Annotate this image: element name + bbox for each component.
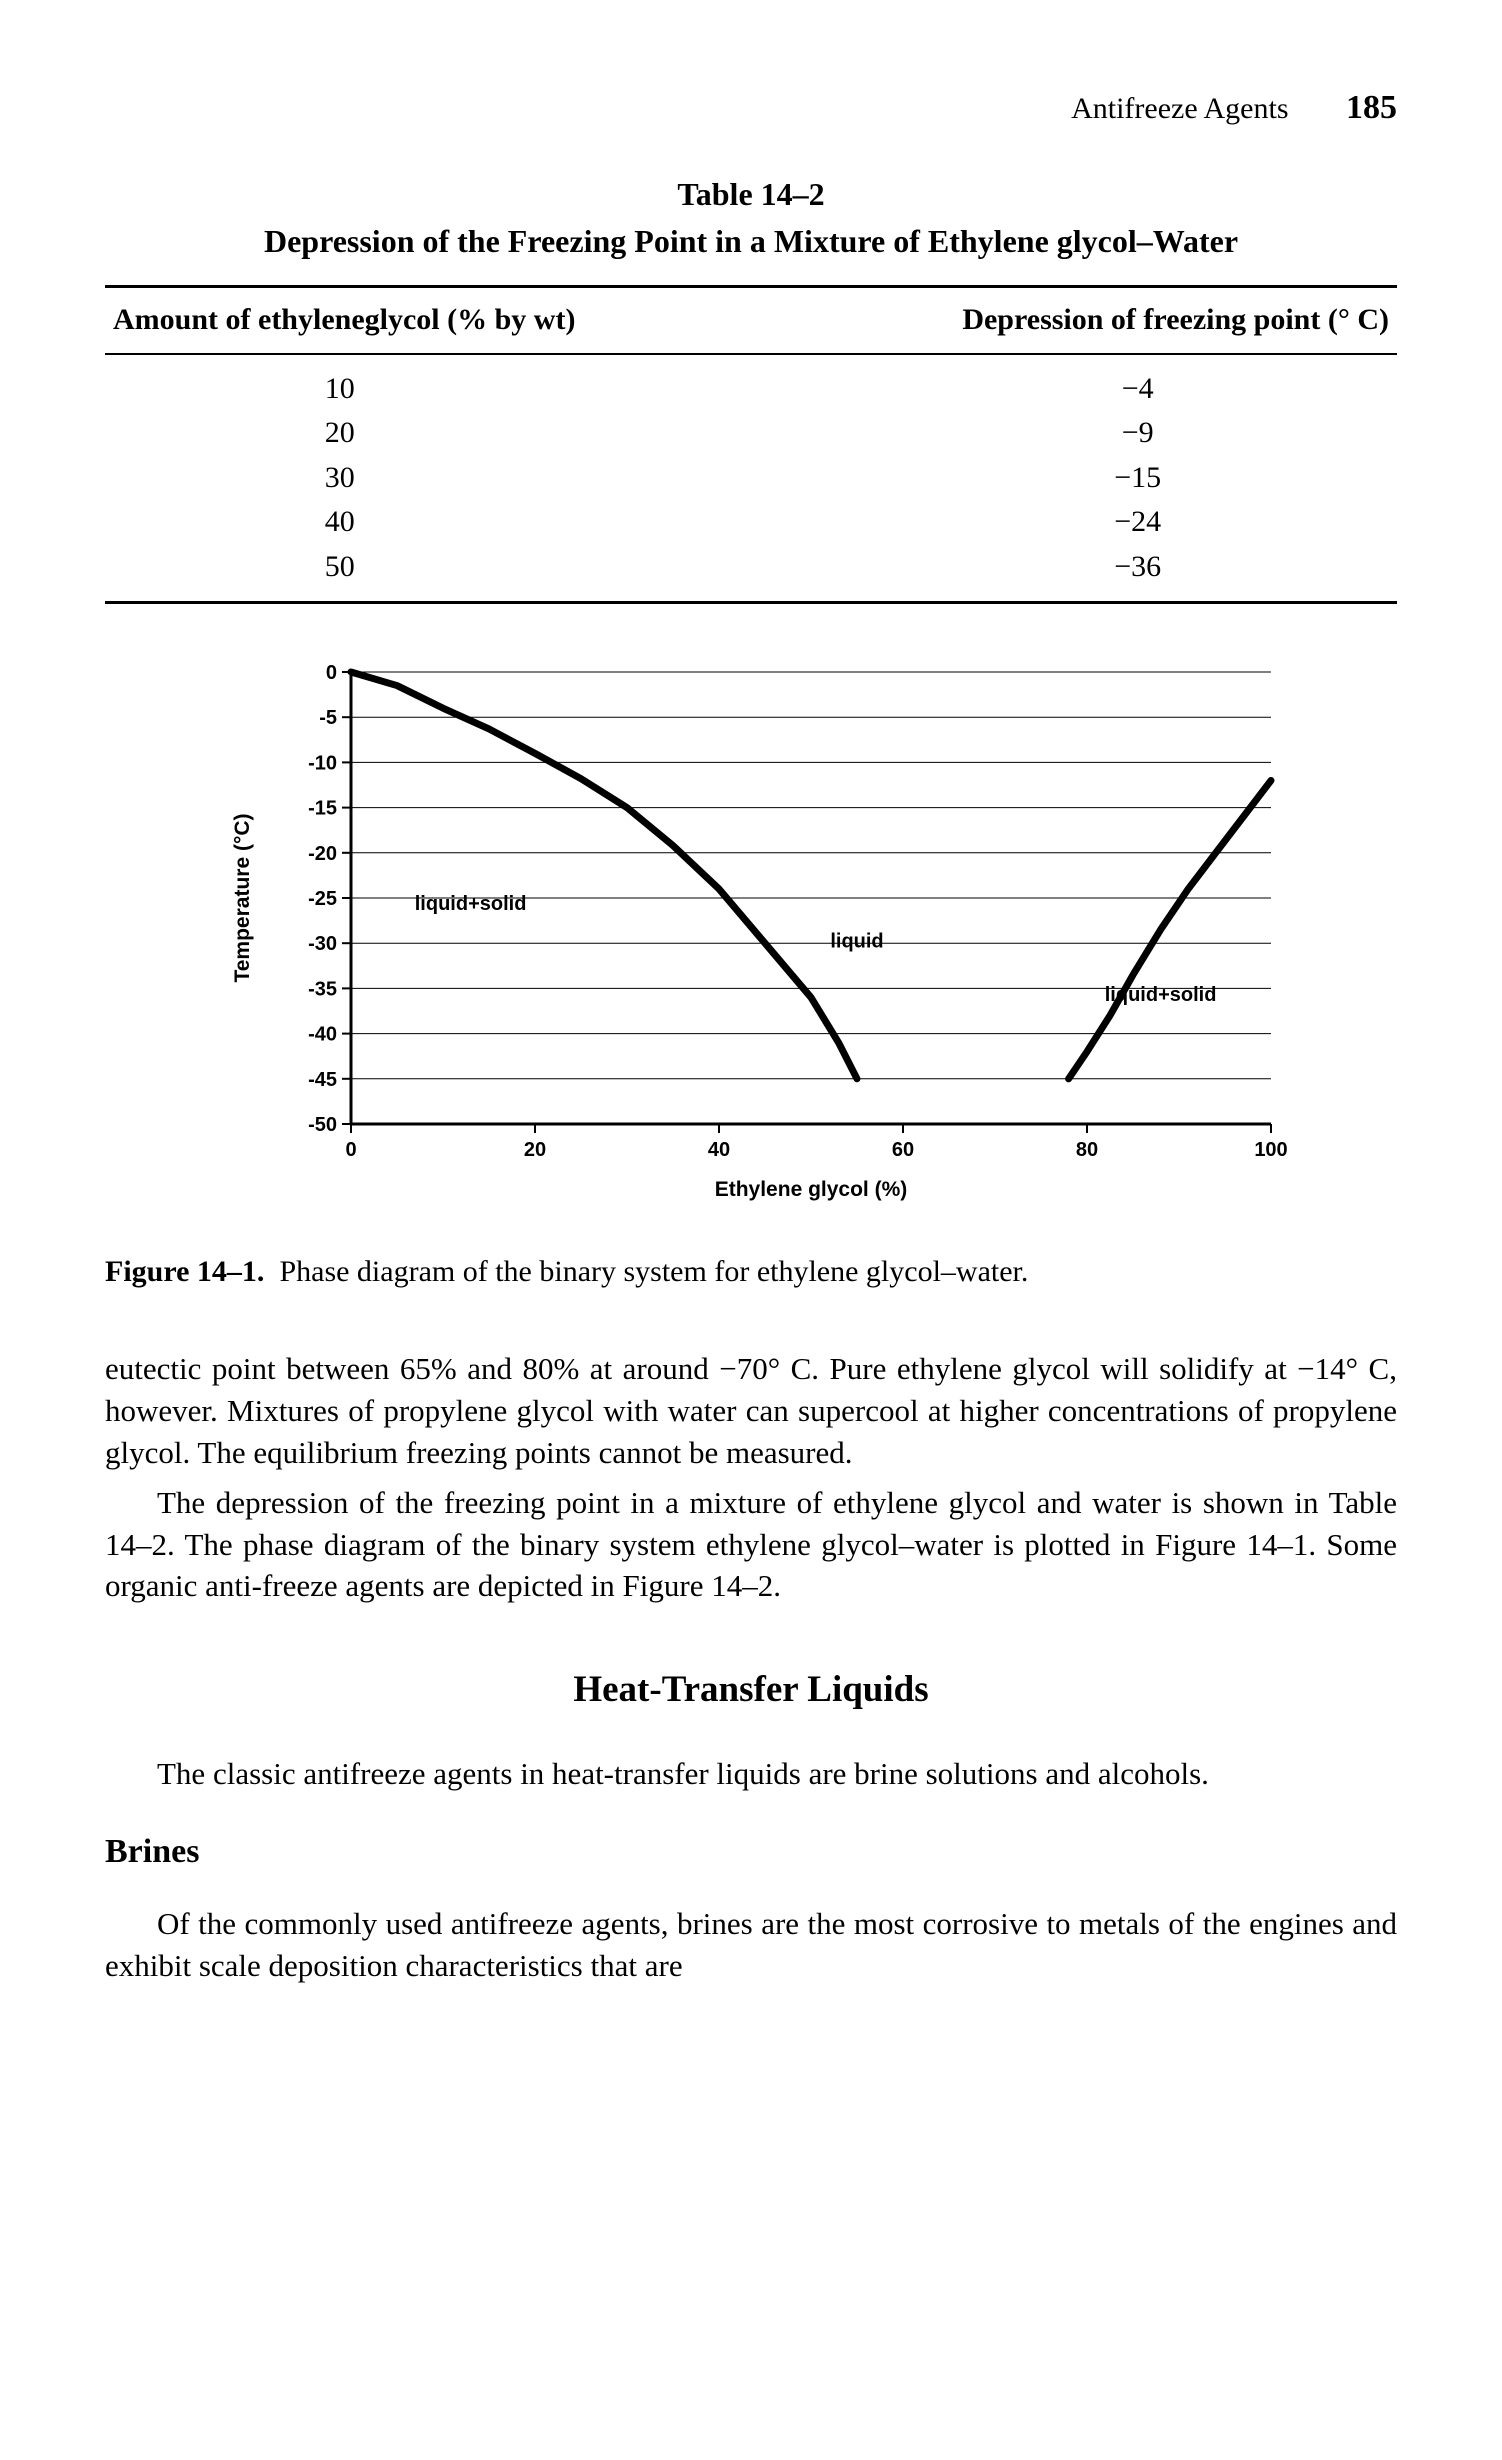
svg-text:-45: -45 [308,1069,337,1091]
svg-text:liquid+solid: liquid+solid [415,893,527,915]
svg-text:20: 20 [524,1139,546,1161]
paragraph-1: eutectic point between 65% and 80% at ar… [105,1348,1397,1474]
svg-text:-50: -50 [308,1114,337,1136]
freezing-point-table: Amount of ethyleneglycol (% by wt) Depre… [105,285,1397,604]
svg-text:100: 100 [1254,1139,1287,1161]
svg-text:0: 0 [326,662,337,684]
svg-text:-35: -35 [308,979,337,1001]
figure-label: Figure 14–1. [105,1255,264,1288]
svg-text:-15: -15 [308,798,337,820]
depression-cell: −36 [686,545,1397,603]
svg-text:-40: -40 [308,1024,337,1046]
svg-text:-5: -5 [319,707,337,729]
running-head: Antifreeze Agents 185 [105,85,1397,131]
svg-text:-30: -30 [308,933,337,955]
figure-caption: Figure 14–1. Phase diagram of the binary… [105,1252,1397,1293]
svg-text:0: 0 [345,1139,356,1161]
page-number: 185 [1346,89,1397,126]
table-title: Depression of the Freezing Point in a Mi… [105,220,1397,263]
paragraph-2: The depression of the freezing point in … [105,1482,1397,1608]
svg-text:40: 40 [708,1139,730,1161]
depression-cell: −4 [686,354,1397,412]
svg-text:-25: -25 [308,888,337,910]
table-row: 30 −15 [105,456,1397,501]
svg-text:Ethylene glycol (%): Ethylene glycol (%) [715,1178,908,1201]
section-paragraph-1: The classic antifreeze agents in heat-tr… [105,1753,1397,1795]
subsection-paragraph-1: Of the commonly used antifreeze agents, … [105,1903,1397,1987]
depression-cell: −24 [686,500,1397,545]
table-row: 20 −9 [105,411,1397,456]
amount-cell: 30 [105,456,686,501]
svg-text:-20: -20 [308,843,337,865]
svg-text:Temperature (°C): Temperature (°C) [231,814,254,983]
svg-text:liquid: liquid [830,931,883,953]
amount-cell: 20 [105,411,686,456]
depression-cell: −15 [686,456,1397,501]
section-heading: Heat-Transfer Liquids [105,1665,1397,1715]
svg-text:liquid+solid: liquid+solid [1105,984,1217,1006]
table-row: 10 −4 [105,354,1397,412]
amount-cell: 10 [105,354,686,412]
table-header-row: Amount of ethyleneglycol (% by wt) Depre… [105,287,1397,354]
chart-svg: 0 -5 -10 -15 -20 -25 -30 -35 -40 -45 -50 0 20 40 60 80 1… [211,654,1291,1214]
subsection-heading: Brines [105,1829,1397,1875]
phase-diagram-chart: 0 -5 -10 -15 -20 -25 -30 -35 -40 -45 -50 0 20 40 60 80 1… [211,654,1291,1226]
amount-cell: 40 [105,500,686,545]
svg-text:60: 60 [892,1139,914,1161]
table-row: 40 −24 [105,500,1397,545]
col2-header: Depression of freezing point (° C) [686,287,1397,354]
table-caption: Table 14–2 [105,173,1397,216]
svg-text:-10: -10 [308,753,337,775]
figure-caption-body: Phase diagram of the binary system for e… [279,1255,1028,1288]
depression-cell: −9 [686,411,1397,456]
running-title: Antifreeze Agents [1071,92,1288,125]
svg-text:80: 80 [1076,1139,1098,1161]
amount-cell: 50 [105,545,686,603]
table-row: 50 −36 [105,545,1397,603]
col1-header: Amount of ethyleneglycol (% by wt) [105,287,686,354]
